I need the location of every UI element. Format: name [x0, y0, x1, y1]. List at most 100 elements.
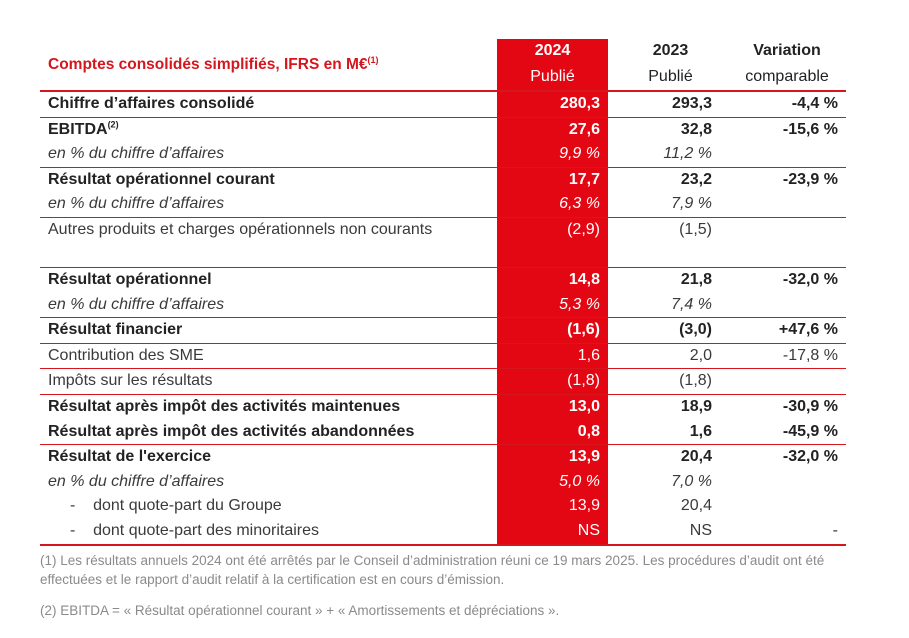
row-label-text: en % du chiffre d’affaires	[48, 195, 225, 213]
table-row: Résultat de l'exercice 13,9 20,4 -32,0 %	[40, 444, 846, 470]
value-variation: -4,4 %	[791, 95, 838, 112]
value-2023: 2,0	[689, 346, 712, 364]
value-2024: (1,8)	[497, 369, 608, 394]
table-row: en % du chiffre d’affaires 9,9 % 11,2 %	[40, 142, 846, 167]
row-label-text: Impôts sur les résultats	[48, 372, 213, 390]
value-2023: (3,0)	[679, 321, 712, 339]
footnote-1: (1) Les résultats annuels 2024 ont été a…	[40, 553, 825, 587]
column-2023-subtitle: Publié	[648, 68, 693, 85]
table-row: Résultat après impôt des activités maint…	[40, 393, 846, 420]
column-header-2024: 2024 Publié	[497, 39, 608, 91]
table-body: Chiffre d’affaires consolidé 280,3 293,3 -4…	[40, 91, 846, 544]
row-label-text: EBITDA	[48, 120, 108, 138]
row-label: - dont quote-part des minoritaires	[48, 519, 319, 544]
table-row: en % du chiffre d’affaires 5,0 % 7,0 %	[40, 469, 846, 495]
value-2024: 280,3	[497, 92, 608, 117]
value-2023: 18,9	[680, 397, 712, 415]
value-2024: 17,7	[497, 167, 608, 193]
value-2023: 7,9 %	[671, 195, 712, 213]
value-variation: -	[832, 521, 838, 539]
value-2023: 20,4	[680, 448, 712, 466]
value-2023: 293,3	[671, 95, 712, 112]
value-2024: NS	[497, 518, 608, 544]
table-row: Contribution des SME 1,6 2,0 -17,8 %	[40, 342, 846, 369]
value-variation: -17,8 %	[782, 346, 838, 364]
row-label-text: - dont quote-part des minoritaires	[70, 521, 320, 539]
table-bottom-rule	[40, 543, 846, 546]
value-variation: -30,9 %	[782, 397, 838, 415]
value-2024: 5,0 %	[497, 469, 608, 495]
value-2024: 5,3 %	[497, 292, 608, 318]
table-header: Comptes consolidés simplifiés, IFRS en M…	[40, 39, 846, 92]
value-2024: 13,9	[497, 445, 608, 470]
value-2024: 0,8	[497, 419, 608, 445]
row-footnote-ref: (2)	[107, 119, 119, 130]
table-row: Résultat après impôt des activités aband…	[40, 419, 846, 445]
table-row: Résultat opérationnel 14,8 21,8 -32,0 %	[40, 266, 846, 293]
value-2024: 13,0	[497, 394, 608, 420]
value-2024: (1,6)	[497, 318, 608, 343]
value-2023: NS	[689, 521, 712, 539]
row-label: Résultat opérationnel courant	[48, 168, 275, 193]
value-2023: 7,4 %	[671, 295, 712, 313]
value-2024: 6,3 %	[497, 192, 608, 217]
row-label-text: - dont quote-part du Groupe	[70, 497, 282, 515]
row-label-text: Autres produits et charges opérationnels…	[48, 220, 433, 238]
row-label: en % du chiffre d’affaires	[48, 293, 224, 318]
column-header-2023: 2023 Publié	[629, 39, 712, 91]
value-variation: -32,0 %	[782, 448, 838, 466]
value-2023: (1,8)	[679, 372, 712, 390]
value-2023: 32,8	[680, 120, 712, 138]
row-label-text: Résultat financier	[48, 321, 183, 339]
row-label-text: Résultat opérationnel	[48, 270, 212, 288]
row-label: Résultat opérationnel	[48, 268, 212, 293]
table-row: - dont quote-part du Groupe 13,9 20,4	[40, 494, 846, 519]
row-label: Résultat après impôt des activités maint…	[48, 395, 400, 420]
value-variation: -15,6 %	[782, 120, 838, 138]
row-label-text: en % du chiffre d’affaires	[48, 472, 225, 490]
value-2023: 11,2 %	[663, 145, 712, 163]
table-row: - dont quote-part des minoritaires NS NS -	[40, 518, 846, 544]
table-row: Résultat opérationnel courant 17,7 23,2 -23…	[40, 166, 846, 193]
value-2024: (2,9)	[497, 217, 608, 267]
table-row: en % du chiffre d’affaires 5,3 % 7,4 %	[40, 292, 846, 318]
value-variation: -32,0 %	[782, 270, 838, 288]
value-2023: 21,8	[680, 270, 712, 288]
row-label-text: Chiffre d’affaires consolidé	[48, 95, 255, 112]
value-2023: 7,0 %	[671, 472, 712, 490]
financial-table: Comptes consolidés simplifiés, IFRS en M…	[40, 39, 846, 546]
column-header-variation: Variation comparable	[728, 39, 846, 91]
row-label: en % du chiffre d’affaires	[48, 470, 224, 495]
row-label: en % du chiffre d’affaires	[48, 192, 224, 217]
column-variation-line1: Variation	[753, 42, 821, 59]
table-row: en % du chiffre d’affaires 6,3 % 7,9 %	[40, 192, 846, 217]
value-2023: 20,4	[680, 497, 712, 515]
row-label: Chiffre d’affaires consolidé	[48, 92, 254, 117]
row-label-text: en % du chiffre d’affaires	[48, 145, 225, 163]
row-label: Résultat après impôt des activités aband…	[48, 420, 414, 445]
value-2023: 1,6	[689, 422, 712, 440]
footnotes: (1) Les résultats annuels 2024 ont été a…	[40, 551, 850, 620]
row-label: EBITDA(2)	[48, 118, 119, 143]
row-label: Résultat financier	[48, 318, 182, 343]
row-label-text: Résultat de l'exercice	[48, 448, 211, 466]
value-variation: -23,9 %	[782, 170, 838, 188]
row-label-text: Contribution des SME	[48, 346, 204, 364]
row-label: Impôts sur les résultats	[48, 369, 213, 394]
column-variation-line2: comparable	[745, 68, 829, 85]
row-label-text: Résultat après impôt des activités aband…	[48, 422, 415, 440]
value-2024: 9,9 %	[497, 142, 608, 167]
row-label: en % du chiffre d’affaires	[48, 142, 224, 167]
table-row: Chiffre d’affaires consolidé 280,3 293,3 -4…	[40, 91, 846, 117]
table-title: Comptes consolidés simplifiés, IFRS en M…	[48, 55, 379, 74]
row-label-text: en % du chiffre d’affaires	[48, 295, 225, 313]
value-2024: 13,9	[497, 494, 608, 519]
table-title-text: Comptes consolidés simplifiés, IFRS en M…	[48, 56, 368, 74]
row-label: - dont quote-part du Groupe	[48, 494, 282, 519]
column-2024-subtitle: Publié	[530, 68, 575, 85]
table-row: Résultat financier (1,6) (3,0) +47,6 %	[40, 317, 846, 343]
title-footnote-ref: (1)	[367, 55, 379, 65]
column-2024-year: 2024	[534, 42, 571, 59]
value-variation: -45,9 %	[782, 422, 838, 440]
row-label: Résultat de l'exercice	[48, 445, 211, 470]
